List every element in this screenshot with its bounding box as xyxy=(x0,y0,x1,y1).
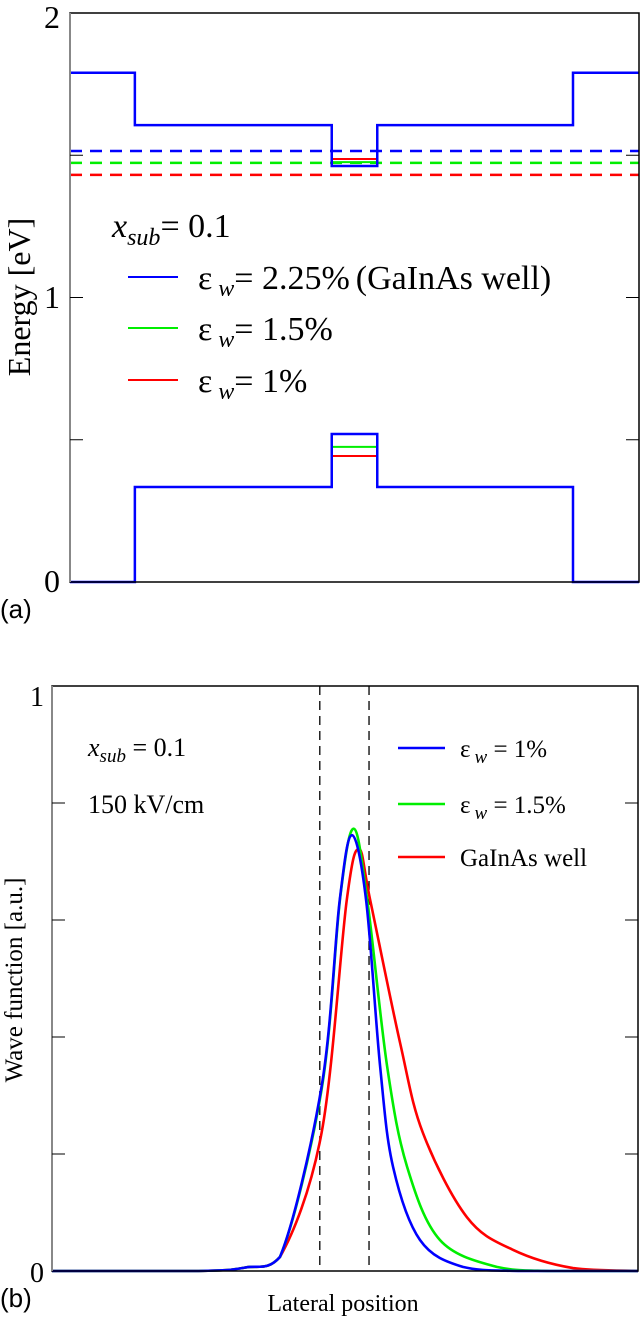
y-axis-label: Energy [eV] xyxy=(1,218,37,376)
panel-a-frame xyxy=(69,12,640,583)
legend-label: ε w= 1.5% xyxy=(198,311,333,353)
y-tick-label-1: 1 xyxy=(44,279,60,315)
legend-value: = 1.5% xyxy=(487,792,566,819)
legend-symbol: ε xyxy=(198,363,212,400)
panel-label-a: (a) xyxy=(0,594,32,624)
legend-subscript: w xyxy=(218,327,234,353)
legend-symbol: ε xyxy=(198,311,212,348)
legend-entry-2: ε w= 1% xyxy=(128,363,307,405)
legend-value: = 1% xyxy=(487,736,547,763)
legend-label: ε w= 1% xyxy=(198,363,307,405)
legend-value: = 2.25% xyxy=(234,260,350,297)
legend-label: ε w= 2.25% (GaInAs well) xyxy=(198,260,551,302)
legend-label: GaInAs well xyxy=(460,845,587,872)
legend-subscript: w xyxy=(475,803,488,824)
legend-symbol: ε xyxy=(460,736,471,763)
legend-entry-1: ε w= 1.5% xyxy=(128,311,333,353)
panel-b-frame xyxy=(51,685,639,1272)
annotation-field: 150 kV/cm xyxy=(88,790,204,819)
y-tick-label-2: 2 xyxy=(44,0,60,35)
y-tick-label-0: 0 xyxy=(44,563,60,599)
valence-band-profile xyxy=(70,432,639,584)
y-tick-label-0: 0 xyxy=(30,1258,44,1289)
annotation-xsub: xsub= 0.1 xyxy=(111,208,231,251)
x-axis-label: Lateral position xyxy=(267,1291,418,1317)
legend-value: = 1% xyxy=(234,363,307,400)
legend-symbol: ε xyxy=(460,792,471,819)
series-line-1 xyxy=(51,827,638,1273)
legend-extra: (GaInAs well) xyxy=(356,260,551,297)
series-line-0 xyxy=(51,833,638,1273)
series-line-2 xyxy=(51,847,639,1273)
legend-subscript: w xyxy=(218,276,234,302)
y-axis-label: Wave function [a.u.] xyxy=(1,878,28,1083)
panel-a-plot-area xyxy=(70,71,639,584)
panel-a-energy-chart: 2 1 0 Energy [eV] (a) xsub= 0.1 ε w= 2.25… xyxy=(0,0,640,624)
legend-entry-2: GaInAs well xyxy=(398,845,587,872)
conduction-band-profile xyxy=(70,71,639,168)
legend-value: = 1.5% xyxy=(234,311,333,348)
y-tick-label-1: 1 xyxy=(30,682,44,713)
panel-b-ticks xyxy=(52,802,638,1155)
legend-subscript: w xyxy=(475,747,488,768)
annotation-xsub: xsub = 0.1 xyxy=(87,733,186,767)
panel-label-b: (b) xyxy=(0,1283,32,1313)
panel-b-wavefunction-chart: 1 0 Wave function [a.u.] Lateral positio… xyxy=(0,682,639,1317)
legend-subscript: w xyxy=(218,379,234,405)
panel-a-ticks xyxy=(70,154,639,441)
legend-entry-0: ε w= 2.25% (GaInAs well) xyxy=(128,260,551,302)
panel-a-legend: ε w= 2.25% (GaInAs well)ε w= 1.5%ε w= 1% xyxy=(128,260,551,405)
panel-b-plot-area xyxy=(51,686,639,1273)
legend-symbol: ε xyxy=(198,260,212,297)
